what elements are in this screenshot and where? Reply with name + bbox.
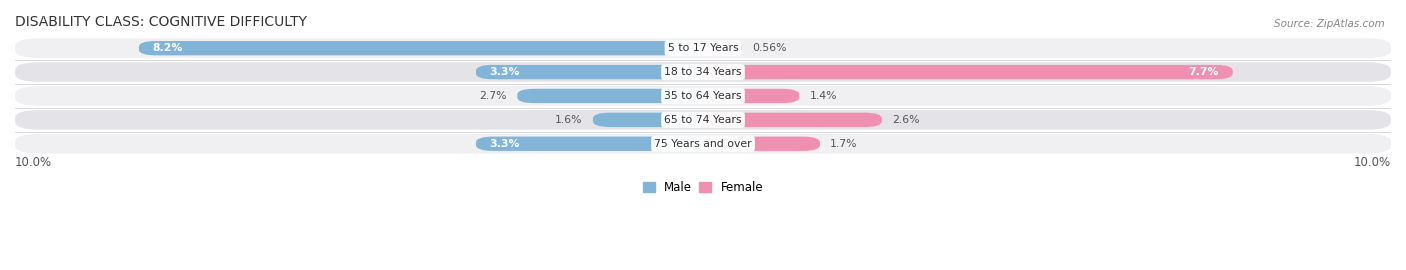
Legend: Male, Female: Male, Female [638,176,768,198]
FancyBboxPatch shape [139,41,703,55]
Text: 8.2%: 8.2% [153,43,183,53]
Text: 3.3%: 3.3% [489,139,520,149]
Text: 10.0%: 10.0% [15,156,52,169]
Text: 1.6%: 1.6% [555,115,582,125]
FancyBboxPatch shape [703,89,800,103]
FancyBboxPatch shape [703,113,882,127]
Text: 1.4%: 1.4% [810,91,837,101]
Text: 65 to 74 Years: 65 to 74 Years [664,115,742,125]
FancyBboxPatch shape [477,137,703,151]
FancyBboxPatch shape [15,110,1391,130]
Text: 5 to 17 Years: 5 to 17 Years [668,43,738,53]
FancyBboxPatch shape [15,134,1391,154]
FancyBboxPatch shape [517,89,703,103]
FancyBboxPatch shape [15,86,1391,106]
Text: 1.7%: 1.7% [831,139,858,149]
FancyBboxPatch shape [15,38,1391,58]
FancyBboxPatch shape [15,62,1391,82]
Text: Source: ZipAtlas.com: Source: ZipAtlas.com [1274,19,1385,29]
Text: 75 Years and over: 75 Years and over [654,139,752,149]
Text: 2.6%: 2.6% [893,115,920,125]
Text: DISABILITY CLASS: COGNITIVE DIFFICULTY: DISABILITY CLASS: COGNITIVE DIFFICULTY [15,15,307,29]
Text: 2.7%: 2.7% [479,91,508,101]
Text: 18 to 34 Years: 18 to 34 Years [664,67,742,77]
Text: 3.3%: 3.3% [489,67,520,77]
Text: 0.56%: 0.56% [752,43,786,53]
FancyBboxPatch shape [593,113,703,127]
Text: 10.0%: 10.0% [1354,156,1391,169]
FancyBboxPatch shape [477,65,703,79]
Text: 7.7%: 7.7% [1188,67,1219,77]
FancyBboxPatch shape [703,41,741,55]
FancyBboxPatch shape [703,65,1233,79]
FancyBboxPatch shape [703,137,820,151]
Text: 35 to 64 Years: 35 to 64 Years [664,91,742,101]
